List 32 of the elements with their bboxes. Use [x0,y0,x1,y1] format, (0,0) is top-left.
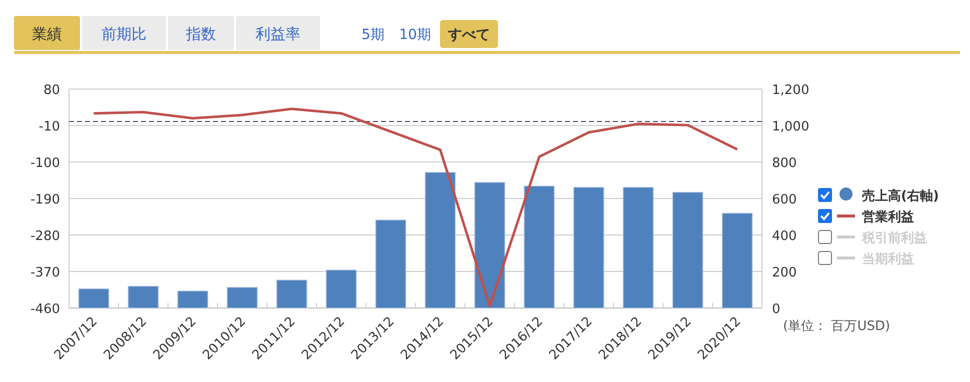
y-tick-label: 80 [43,83,60,98]
bar [326,270,357,308]
bar [524,186,555,308]
legend-label: 売上高(右軸) [862,188,939,204]
y-tick-label: -100 [30,156,60,171]
bar [375,220,406,308]
bar [276,280,308,308]
bar [78,288,110,308]
tabs: 業績 前期比 指数 利益率 5期 10期 すべて [14,16,498,50]
y2-tick-label: 600 [772,192,797,208]
bar [226,286,258,308]
y2-tick-label: 400 [772,229,797,244]
bar [573,186,604,308]
bar [128,286,159,308]
bar [672,192,704,308]
bar [722,212,753,308]
y2-tick-label: 200 [772,266,797,280]
y2-tick-label: 1,000 [772,120,810,134]
bar [474,182,506,308]
y2-tick-label: 800 [772,156,797,171]
legend-label: 営業利益 [862,209,914,225]
y-tick-label: -190 [30,192,60,208]
bar [177,290,208,308]
y2-tick-label: 0 [772,302,780,317]
y2-tick-label: 1,200 [772,83,810,98]
bar [622,186,654,308]
y-tick-label: -280 [30,229,60,244]
bar [424,172,456,308]
y-tick-label: -370 [30,266,60,280]
y-tick-label: -460 [30,302,60,317]
text: (単位： 百万USD) [783,319,890,334]
y-tick-label: -10 [38,120,60,134]
